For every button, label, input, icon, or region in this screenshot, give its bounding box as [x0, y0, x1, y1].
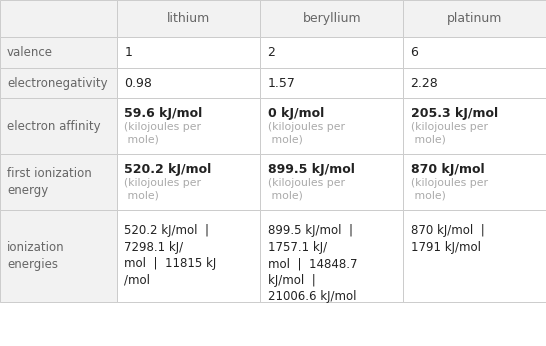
Bar [117, 37, 260, 68]
Bar [260, 68, 403, 98]
Text: 2: 2 [268, 46, 275, 59]
Bar [0, 0, 117, 37]
Text: (kilojoules per
 mole): (kilojoules per mole) [411, 122, 488, 145]
Text: platinum: platinum [447, 12, 502, 25]
Bar [260, 98, 403, 154]
Bar [403, 98, 546, 154]
Text: 1.57: 1.57 [268, 76, 295, 90]
Text: 870 kJ/mol: 870 kJ/mol [411, 163, 484, 176]
Bar [403, 210, 546, 302]
Text: valence: valence [7, 46, 53, 59]
Text: (kilojoules per
 mole): (kilojoules per mole) [268, 179, 345, 201]
Text: 59.6 kJ/mol: 59.6 kJ/mol [124, 107, 203, 120]
Text: 2.28: 2.28 [411, 76, 438, 90]
Text: 205.3 kJ/mol: 205.3 kJ/mol [411, 107, 498, 120]
Bar [403, 68, 546, 98]
Bar [403, 0, 546, 37]
Text: lithium: lithium [167, 12, 211, 25]
Bar [0, 68, 117, 98]
Text: first ionization
energy: first ionization energy [7, 167, 92, 197]
Text: 870 kJ/mol  |
1791 kJ/mol: 870 kJ/mol | 1791 kJ/mol [411, 224, 484, 254]
Text: 899.5 kJ/mol: 899.5 kJ/mol [268, 163, 354, 176]
Bar [260, 154, 403, 210]
Bar [0, 37, 117, 68]
Text: electron affinity: electron affinity [7, 120, 100, 133]
Bar [403, 37, 546, 68]
Bar [0, 154, 117, 210]
Text: 0.98: 0.98 [124, 76, 152, 90]
Bar [260, 0, 403, 37]
Text: 899.5 kJ/mol  |
1757.1 kJ/
mol  |  14848.7
kJ/mol  |
21006.6 kJ/mol: 899.5 kJ/mol | 1757.1 kJ/ mol | 14848.7 … [268, 224, 357, 303]
Bar [117, 68, 260, 98]
Bar [260, 210, 403, 302]
Bar [260, 37, 403, 68]
Text: (kilojoules per
 mole): (kilojoules per mole) [268, 122, 345, 145]
Text: 520.2 kJ/mol  |
7298.1 kJ/
mol  |  11815 kJ
/mol: 520.2 kJ/mol | 7298.1 kJ/ mol | 11815 kJ… [124, 224, 217, 286]
Text: electronegativity: electronegativity [7, 76, 108, 90]
Bar [403, 154, 546, 210]
Text: 520.2 kJ/mol: 520.2 kJ/mol [124, 163, 212, 176]
Text: (kilojoules per
 mole): (kilojoules per mole) [411, 179, 488, 201]
Bar [117, 98, 260, 154]
Text: 6: 6 [411, 46, 418, 59]
Text: (kilojoules per
 mole): (kilojoules per mole) [124, 179, 201, 201]
Text: 0 kJ/mol: 0 kJ/mol [268, 107, 324, 120]
Bar [117, 154, 260, 210]
Text: (kilojoules per
 mole): (kilojoules per mole) [124, 122, 201, 145]
Bar [117, 0, 260, 37]
Text: ionization
energies: ionization energies [7, 241, 65, 271]
Bar [0, 210, 117, 302]
Bar [117, 210, 260, 302]
Bar [0, 98, 117, 154]
Text: 1: 1 [124, 46, 132, 59]
Text: beryllium: beryllium [302, 12, 361, 25]
